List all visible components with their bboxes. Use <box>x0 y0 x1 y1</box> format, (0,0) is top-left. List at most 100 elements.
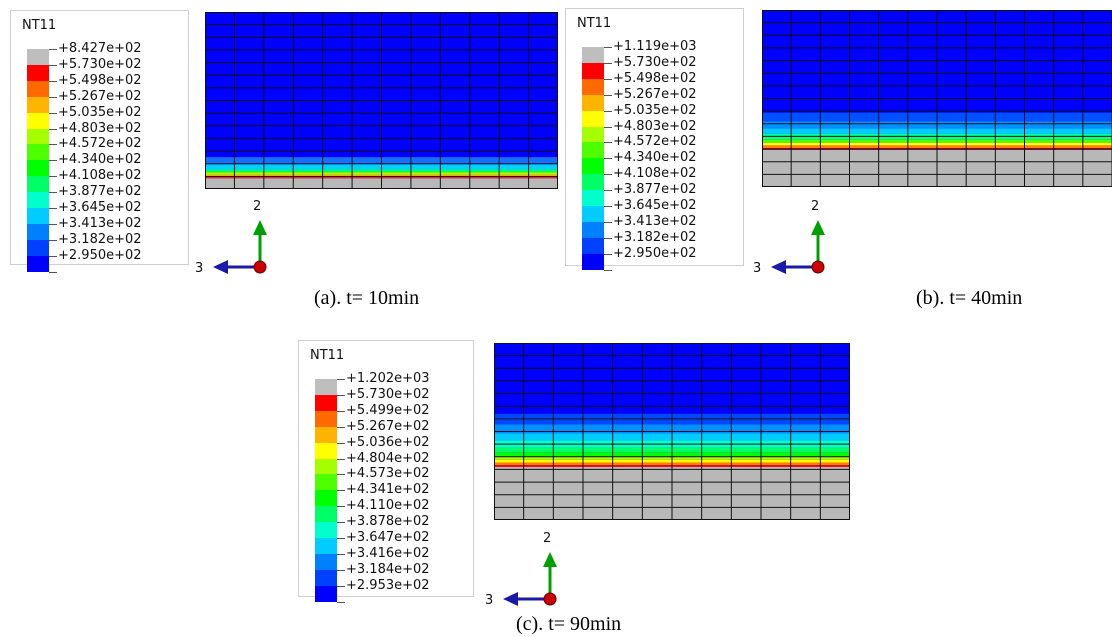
legend-tick <box>604 206 612 207</box>
legend-value: +5.499e+02 <box>346 402 430 418</box>
legend-tick <box>337 426 345 428</box>
axis-triad-a: 2 3 <box>195 199 267 276</box>
legend-swatch <box>27 208 49 224</box>
legend-value: +2.950e+02 <box>58 247 142 263</box>
legend-b: NT11 +1.119e+03 +5.730e+02 +5.498e+02 +5.26… <box>565 8 744 271</box>
legend-swatch <box>27 223 49 240</box>
legend-value: +8.427e+02 <box>58 41 142 56</box>
legend-tick <box>337 522 345 524</box>
legend-tick <box>337 601 345 603</box>
legend-swatch <box>27 160 49 177</box>
axis-origin <box>543 592 557 606</box>
legend-swatch <box>315 458 337 475</box>
legend-value: +5.035e+02 <box>58 104 142 120</box>
legend-value: +1.202e+03 <box>346 371 430 386</box>
axis-label-2: 2 <box>811 199 819 214</box>
axis-label-2: 2 <box>253 199 261 214</box>
legend-swatch <box>27 176 49 193</box>
legend-tick <box>49 80 57 82</box>
legend-tick <box>604 253 612 255</box>
legend-swatch <box>315 394 337 411</box>
legend-value: +5.730e+02 <box>58 56 142 72</box>
legend-tick <box>604 221 612 223</box>
legend-value: +3.413e+02 <box>613 213 697 229</box>
legend-value: +3.184e+02 <box>346 561 430 577</box>
axis-origin <box>253 260 267 274</box>
mesh-border <box>494 343 850 520</box>
axis-triad-c: 2 3 <box>485 531 557 608</box>
legend-value: +2.953e+02 <box>346 577 430 593</box>
legend-tick <box>337 506 345 508</box>
legend-tick <box>49 223 57 225</box>
legend-value: +4.572e+02 <box>58 136 142 152</box>
legend-swatch <box>582 110 604 127</box>
mesh-border <box>762 10 1112 187</box>
legend-tick <box>49 271 57 273</box>
legend-tick <box>604 126 612 128</box>
legend-swatch <box>27 255 49 272</box>
legend-title: NT11 <box>22 18 57 33</box>
legend-swatch <box>315 522 337 539</box>
legend-tick <box>337 490 345 492</box>
legend-swatch <box>582 174 604 191</box>
legend-value: +5.730e+02 <box>346 386 430 402</box>
axis-2-arrowhead <box>253 220 267 235</box>
legend-tick <box>337 569 345 571</box>
axis-3-arrowhead <box>771 260 786 274</box>
legend-swatch <box>315 569 337 586</box>
legend-title: NT11 <box>310 348 345 363</box>
legend-value: +1.119e+03 <box>613 39 697 54</box>
legend-tick <box>604 142 612 144</box>
legend-swatch <box>27 144 49 161</box>
legend-value: +4.572e+02 <box>613 134 697 150</box>
legend-swatch <box>27 49 49 65</box>
axis-triad-b: 2 3 <box>753 199 825 276</box>
legend-tick <box>604 94 612 96</box>
legend-value: +5.035e+02 <box>613 102 697 118</box>
legend-tick <box>49 208 57 209</box>
legend-value: +4.340e+02 <box>58 152 142 168</box>
axis-label-3: 3 <box>195 261 203 276</box>
legend-swatch <box>582 190 604 207</box>
legend-value: +4.573e+02 <box>346 466 430 482</box>
legend-swatch <box>582 94 604 111</box>
legend-a: NT11 +8.427e+02 +5.730e+02 +5.498e+02 +5.26… <box>10 10 189 273</box>
legend-value: +3.647e+02 <box>346 530 430 545</box>
legend-tick <box>49 239 57 241</box>
legend-value: +2.950e+02 <box>613 245 697 261</box>
temperature-field-c <box>494 343 850 520</box>
legend-tick <box>604 174 612 176</box>
legend-value: +5.267e+02 <box>58 88 142 104</box>
legend-tick <box>604 158 612 160</box>
axis-3-arrowhead <box>503 592 518 606</box>
legend-value: +5.267e+02 <box>613 86 697 102</box>
legend-tick <box>49 64 57 66</box>
legend-value: +5.498e+02 <box>613 70 697 86</box>
legend-value: +3.416e+02 <box>346 545 430 561</box>
mesh-border <box>205 12 558 189</box>
legend-tick <box>49 192 57 194</box>
legend-tick <box>337 553 345 555</box>
legend-tick <box>337 442 345 444</box>
axis-label-3: 3 <box>485 593 493 608</box>
legend-value: +4.110e+02 <box>346 498 430 514</box>
legend-tick <box>337 379 345 380</box>
legend-swatch <box>315 474 337 491</box>
legend-value: +3.877e+02 <box>613 182 697 198</box>
legend-value: +3.878e+02 <box>346 514 430 530</box>
legend-value: +4.803e+02 <box>58 120 142 136</box>
legend-tick <box>604 47 612 48</box>
legend-value: +3.413e+02 <box>58 215 142 231</box>
panel-b: NT11 +1.119e+03 +5.730e+02 +5.498e+02 +5.26… <box>565 8 1112 309</box>
legend-tick <box>49 160 57 162</box>
legend-swatch <box>315 410 337 427</box>
legend-value: +4.108e+02 <box>613 166 697 182</box>
legend-swatch <box>315 585 337 602</box>
legend-swatch <box>315 426 337 443</box>
axis-label-2: 2 <box>543 531 551 546</box>
legend-tick <box>49 176 57 178</box>
legend-swatch <box>27 128 49 145</box>
legend-tick <box>337 585 345 587</box>
caption-b: (b). t= 40min <box>916 287 1023 309</box>
legend-title: NT11 <box>577 16 612 31</box>
